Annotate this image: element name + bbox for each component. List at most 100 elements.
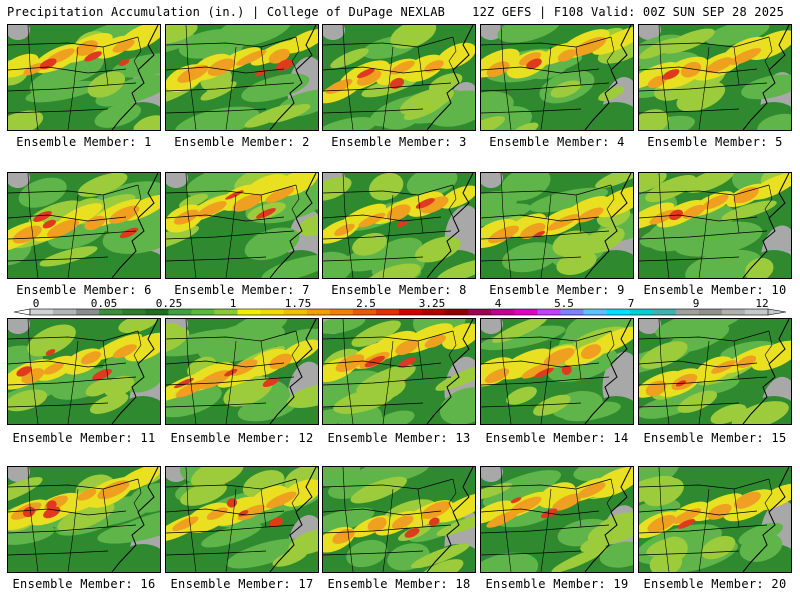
colorbar-swatch <box>329 309 354 315</box>
precipitation-map <box>8 467 160 572</box>
ensemble-map-panel <box>480 24 634 131</box>
ensemble-member-label: Ensemble Member: 19 <box>485 577 629 591</box>
colorbar-swatch <box>352 309 377 315</box>
colorbar-swatch <box>145 309 169 315</box>
colorbar-swatch <box>306 309 331 315</box>
page-title: Precipitation Accumulation (in.) | Colle… <box>7 5 446 19</box>
colorbar-swatch <box>53 309 77 315</box>
ensemble-member-label: Ensemble Member: 5 <box>647 135 783 149</box>
colorbar-tick-label: 2.5 <box>356 297 376 310</box>
colorbar-tick-label: 12 <box>755 297 768 310</box>
colorbar-swatch <box>191 309 215 315</box>
colorbar-swatch <box>422 309 446 315</box>
colorbar-max-arrow <box>767 308 787 316</box>
ensemble-member-label: Ensemble Member: 16 <box>12 577 156 591</box>
precipitation-map <box>639 467 791 572</box>
colorbar-swatch <box>399 309 423 315</box>
colorbar-swatch <box>721 309 746 315</box>
ensemble-member-label: Ensemble Member: 9 <box>489 283 625 297</box>
precipitation-map <box>481 173 633 278</box>
colorbar-swatch <box>237 309 262 315</box>
ensemble-map-panel <box>638 318 792 425</box>
ensemble-map-panel <box>165 24 319 131</box>
precipitation-map <box>481 25 633 130</box>
ensemble-member-label: Ensemble Member: 2 <box>174 135 310 149</box>
ensemble-member-label: Ensemble Member: 10 <box>643 283 787 297</box>
colorbar-swatch <box>560 309 584 315</box>
ensemble-member-label: Ensemble Member: 20 <box>643 577 787 591</box>
colorbar-swatch <box>122 309 146 315</box>
precipitation-map <box>323 319 475 424</box>
colorbar-swatch <box>744 309 769 315</box>
colorbar-swatch <box>445 309 469 315</box>
precipitation-map <box>166 467 318 572</box>
colorbar-tick-label: 5.5 <box>554 297 574 310</box>
colorbar-swatch <box>468 309 492 315</box>
precipitation-map <box>8 319 160 424</box>
colorbar-tick-label: 1.75 <box>285 297 312 310</box>
colorbar-swatch <box>260 309 285 315</box>
ensemble-member-label: Ensemble Member: 12 <box>170 431 314 445</box>
precipitation-map <box>323 467 475 572</box>
colorbar-swatch <box>214 309 238 315</box>
ensemble-member-label: Ensemble Member: 13 <box>327 431 471 445</box>
colorbar-swatch <box>168 309 192 315</box>
colorbar-swatch <box>375 309 400 315</box>
ensemble-map-panel <box>322 466 476 573</box>
ensemble-member-label: Ensemble Member: 1 <box>16 135 152 149</box>
colorbar-swatch <box>606 309 631 315</box>
precipitation-map <box>639 25 791 130</box>
precipitation-colorbar: 0 0.05 0.25 1 1.75 2.5 3.25 4 5.5 7 9 12 <box>13 297 787 316</box>
ensemble-map-panel <box>7 172 161 279</box>
colorbar-tick-label: 0.25 <box>156 297 183 310</box>
ensemble-member-label: Ensemble Member: 14 <box>485 431 629 445</box>
colorbar-min-arrow <box>13 308 31 316</box>
colorbar-swatch <box>283 309 308 315</box>
ensemble-member-label: Ensemble Member: 3 <box>331 135 467 149</box>
ensemble-map-panel <box>638 466 792 573</box>
colorbar-swatch <box>99 309 123 315</box>
precipitation-map <box>481 467 633 572</box>
model-run-info: 12Z GEFS | F108 Valid: 00Z SUN SEP 28 20… <box>472 5 784 19</box>
colorbar-swatch <box>76 309 100 315</box>
ensemble-member-label: Ensemble Member: 4 <box>489 135 625 149</box>
colorbar-swatch <box>652 309 677 315</box>
ensemble-map-panel <box>638 172 792 279</box>
precipitation-map <box>8 25 160 130</box>
ensemble-map-panel <box>480 318 634 425</box>
ensemble-member-label: Ensemble Member: 7 <box>174 283 310 297</box>
ensemble-map-panel <box>7 318 161 425</box>
ensemble-map-panel <box>322 172 476 279</box>
colorbar-swatch <box>30 309 54 315</box>
colorbar-swatch <box>491 309 515 315</box>
precipitation-map <box>323 173 475 278</box>
ensemble-member-label: Ensemble Member: 8 <box>331 283 467 297</box>
precipitation-map <box>639 319 791 424</box>
colorbar-tick-label: 1 <box>230 297 237 310</box>
ensemble-map-panel <box>480 172 634 279</box>
precipitation-map <box>8 173 160 278</box>
colorbar-swatch <box>537 309 561 315</box>
ensemble-map-panel <box>638 24 792 131</box>
ensemble-member-label: Ensemble Member: 11 <box>12 431 156 445</box>
ensemble-map-panel <box>7 24 161 131</box>
colorbar-tick-label: 9 <box>693 297 700 310</box>
ensemble-map-panel <box>7 466 161 573</box>
colorbar-tick-label: 0.05 <box>91 297 118 310</box>
colorbar-tick-label: 3.25 <box>419 297 446 310</box>
precipitation-map <box>166 25 318 130</box>
precipitation-map <box>639 173 791 278</box>
colorbar-swatch <box>698 309 723 315</box>
colorbar-tick-label: 4 <box>495 297 502 310</box>
colorbar-swatch <box>629 309 654 315</box>
colorbar-tick-label: 7 <box>628 297 635 310</box>
ensemble-member-label: Ensemble Member: 15 <box>643 431 787 445</box>
ensemble-map-panel <box>480 466 634 573</box>
ensemble-member-label: Ensemble Member: 6 <box>16 283 152 297</box>
ensemble-map-panel <box>165 172 319 279</box>
ensemble-map-panel <box>322 318 476 425</box>
colorbar-swatch <box>583 309 607 315</box>
precipitation-map <box>323 25 475 130</box>
ensemble-member-label: Ensemble Member: 18 <box>327 577 471 591</box>
colorbar-tick-label: 0 <box>33 297 40 310</box>
